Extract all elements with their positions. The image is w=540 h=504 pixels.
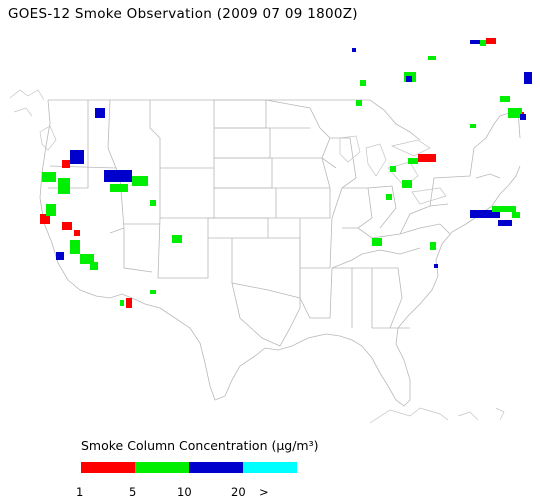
smoke-patch — [356, 100, 362, 106]
smoke-patch — [150, 200, 156, 206]
smoke-patch — [42, 172, 56, 182]
smoke-patch — [74, 230, 80, 236]
smoke-patch — [70, 150, 84, 164]
smoke-patch — [390, 166, 396, 172]
legend-segment-10-20 — [189, 462, 243, 473]
legend-tick: 20 — [231, 485, 246, 499]
smoke-patch — [500, 96, 510, 102]
smoke-plumes — [40, 38, 532, 308]
legend-tick: 10 — [177, 485, 192, 499]
smoke-patch — [480, 40, 486, 46]
smoke-patch — [90, 262, 98, 270]
smoke-patch — [70, 240, 80, 254]
legend-segment-20-plus — [243, 462, 297, 473]
smoke-patch — [46, 204, 56, 216]
smoke-patch — [372, 238, 382, 246]
smoke-patch — [492, 206, 516, 212]
smoke-patch — [120, 300, 124, 306]
smoke-patch — [40, 214, 50, 224]
smoke-patch — [406, 76, 412, 82]
smoke-patch — [486, 38, 496, 44]
smoke-patch — [408, 158, 418, 164]
us-outline — [39, 99, 521, 407]
smoke-patch — [470, 40, 480, 44]
smoke-patch — [418, 154, 436, 162]
legend-segment-1-5 — [81, 462, 135, 473]
smoke-patch — [508, 108, 522, 118]
smoke-patch — [110, 184, 128, 192]
smoke-patch — [512, 212, 520, 218]
smoke-patch — [430, 242, 436, 250]
smoke-patch — [58, 178, 70, 194]
smoke-patch — [428, 56, 436, 60]
smoke-patch — [360, 80, 366, 86]
smoke-patch — [434, 264, 438, 268]
smoke-patch — [352, 48, 356, 52]
smoke-patch — [470, 124, 476, 128]
smoke-patch — [80, 254, 94, 264]
legend-tick: 5 — [129, 485, 137, 499]
smoke-patch — [56, 252, 64, 260]
legend-title: Smoke Column Concentration (µg/m³) — [81, 438, 319, 453]
state-boundaries — [39, 99, 521, 407]
smoke-patch — [126, 298, 132, 308]
smoke-map — [9, 38, 532, 424]
northern-border — [48, 99, 421, 141]
smoke-patch — [386, 194, 392, 200]
smoke-patch — [172, 235, 182, 243]
legend-tick: > — [259, 485, 269, 499]
smoke-patch — [402, 180, 412, 188]
legend-tick: 1 — [76, 485, 84, 499]
smoke-patch — [520, 114, 526, 120]
smoke-patch — [524, 72, 532, 84]
smoke-patch — [470, 210, 500, 218]
smoke-patch — [62, 222, 72, 230]
map-title: GOES-12 Smoke Observation (2009 07 09 18… — [8, 6, 358, 22]
canada-lakes — [9, 89, 505, 424]
smoke-patch — [498, 220, 512, 226]
smoke-patch — [62, 160, 70, 168]
smoke-patch — [104, 170, 132, 182]
smoke-patch — [95, 108, 105, 118]
legend-color-bar — [81, 462, 297, 473]
legend-segment-5-10 — [135, 462, 189, 473]
smoke-patch — [132, 176, 148, 186]
smoke-patch — [150, 290, 156, 294]
